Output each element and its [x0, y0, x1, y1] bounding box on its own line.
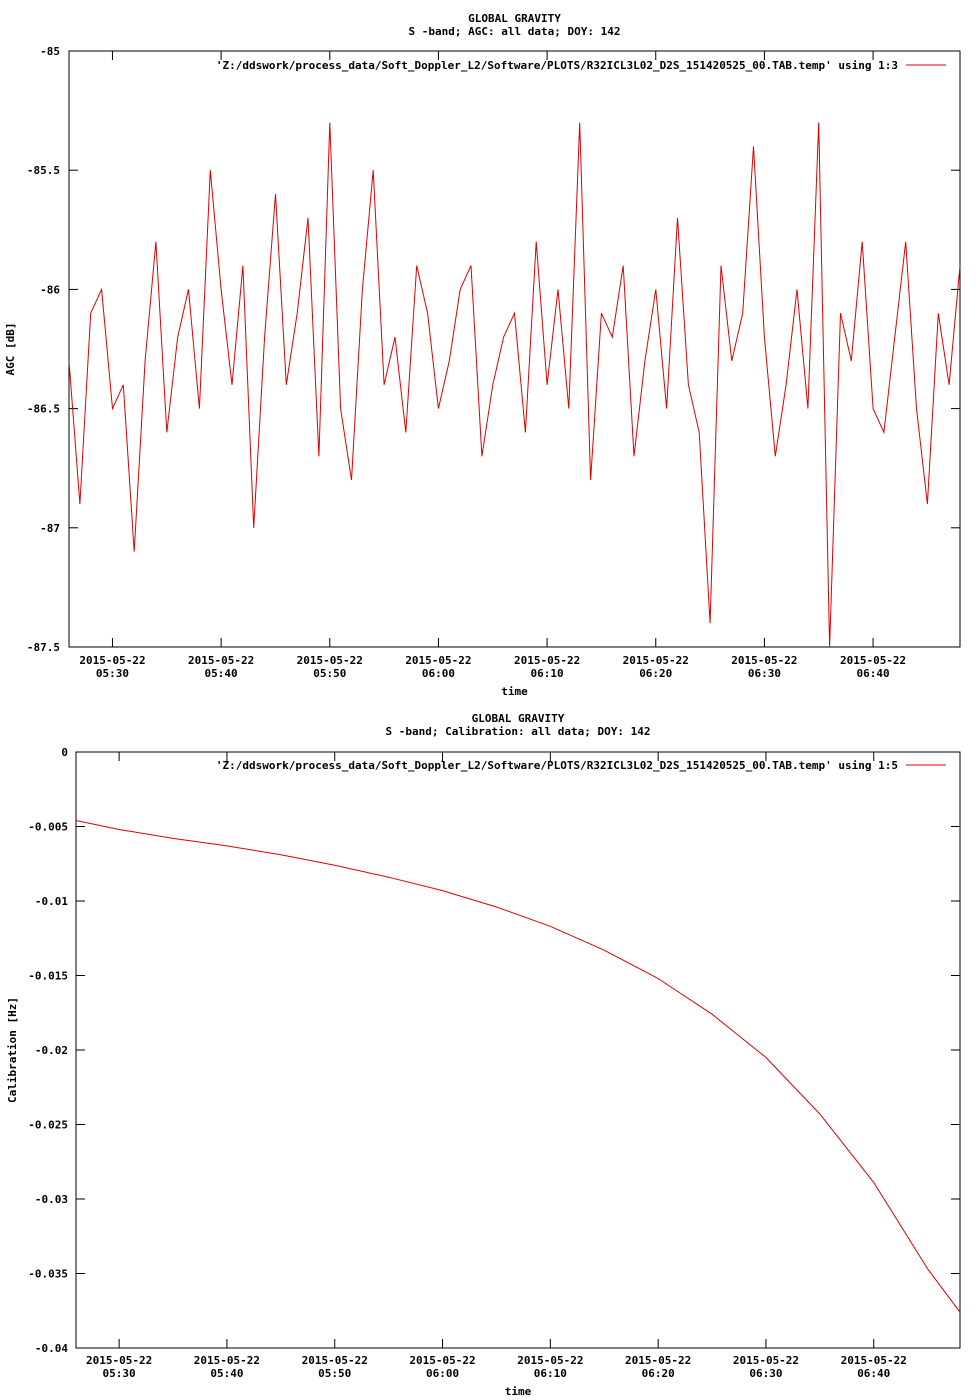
- x-tick-time-label: 06:00: [426, 1367, 459, 1380]
- x-tick-date-label: 2015-05-22: [302, 1354, 368, 1367]
- x-tick-date-label: 2015-05-22: [840, 654, 906, 667]
- x-tick-date-label: 2015-05-22: [79, 654, 145, 667]
- x-tick-time-label: 06:40: [857, 667, 890, 680]
- series-line: [75, 820, 961, 1313]
- x-tick-date-label: 2015-05-22: [625, 1354, 691, 1367]
- x-tick-date-label: 2015-05-22: [297, 654, 363, 667]
- x-tick-time-label: 06:30: [748, 667, 781, 680]
- x-tick-time-label: 06:10: [534, 1367, 567, 1380]
- y-tick-label: -0.025: [28, 1119, 68, 1132]
- x-tick-date-label: 2015-05-22: [733, 1354, 799, 1367]
- y-axis-label: Calibration [Hz]: [6, 997, 19, 1103]
- x-tick-time-label: 06:30: [749, 1367, 782, 1380]
- y-tick-label: -0.035: [28, 1268, 68, 1281]
- x-tick-date-label: 2015-05-22: [188, 654, 254, 667]
- y-tick-label: -0.015: [28, 970, 68, 983]
- y-tick-label: -0.01: [35, 895, 68, 908]
- legend-label: 'Z:/ddswork/process_data/Soft_Doppler_L2…: [216, 59, 898, 72]
- plot-frame: [75, 751, 961, 1349]
- x-tick-time-label: 06:20: [639, 667, 672, 680]
- x-tick-date-label: 2015-05-22: [405, 654, 471, 667]
- y-tick-label: -87.5: [27, 641, 60, 654]
- x-tick-date-label: 2015-05-22: [194, 1354, 260, 1367]
- legend-label: 'Z:/ddswork/process_data/Soft_Doppler_L2…: [216, 759, 898, 772]
- x-tick-date-label: 2015-05-22: [86, 1354, 152, 1367]
- x-tick-date-label: 2015-05-22: [841, 1354, 907, 1367]
- x-tick-time-label: 06:40: [857, 1367, 890, 1380]
- x-tick-date-label: 2015-05-22: [514, 654, 580, 667]
- y-tick-label: -85.5: [27, 164, 60, 177]
- chart-subtitle: S -band; Calibration: all data; DOY: 142: [386, 725, 651, 738]
- series-line: [68, 122, 961, 648]
- x-axis-label: time: [505, 1385, 532, 1398]
- x-tick-time-label: 05:40: [205, 667, 238, 680]
- y-tick-label: -0.03: [35, 1193, 68, 1206]
- x-tick-time-label: 05:40: [210, 1367, 243, 1380]
- x-tick-time-label: 05:30: [96, 667, 129, 680]
- x-tick-date-label: 2015-05-22: [517, 1354, 583, 1367]
- y-tick-label: -0.005: [28, 821, 68, 834]
- plot-frame: [68, 50, 961, 648]
- x-tick-time-label: 05:30: [103, 1367, 136, 1380]
- x-tick-time-label: 05:50: [318, 1367, 351, 1380]
- x-tick-date-label: 2015-05-22: [409, 1354, 475, 1367]
- y-axis-label: AGC [dB]: [4, 323, 17, 376]
- x-tick-time-label: 06:20: [642, 1367, 675, 1380]
- y-tick-label: 0: [61, 746, 68, 759]
- chart-title: GLOBAL GRAVITY: [472, 712, 565, 725]
- y-tick-label: -0.02: [35, 1044, 68, 1057]
- x-tick-date-label: 2015-05-22: [623, 654, 689, 667]
- y-tick-label: -85: [40, 45, 60, 58]
- y-tick-label: -87: [40, 522, 60, 535]
- x-tick-date-label: 2015-05-22: [731, 654, 797, 667]
- x-tick-time-label: 05:50: [313, 667, 346, 680]
- chart-title: GLOBAL GRAVITY: [468, 12, 561, 25]
- chart-subtitle: S -band; AGC: all data; DOY: 142: [409, 25, 621, 38]
- y-tick-label: -86.5: [27, 403, 60, 416]
- y-tick-label: -86: [40, 283, 60, 296]
- y-tick-label: -0.04: [35, 1342, 68, 1355]
- x-axis-label: time: [501, 685, 528, 698]
- x-tick-time-label: 06:00: [422, 667, 455, 680]
- x-tick-time-label: 06:10: [531, 667, 564, 680]
